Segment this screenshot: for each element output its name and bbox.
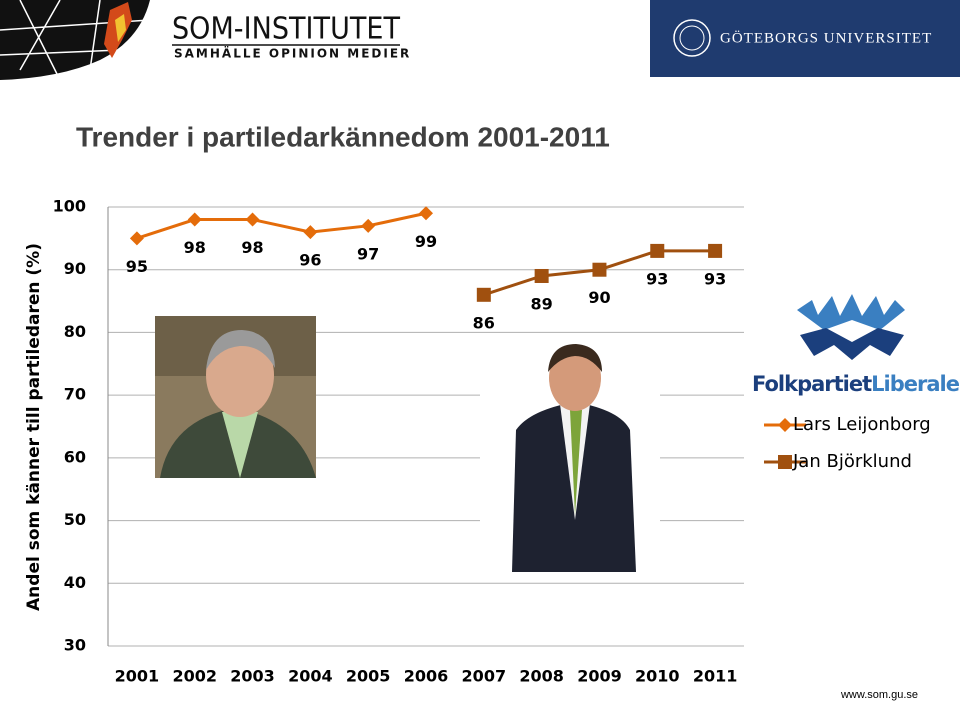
university-name: GÖTEBORGS UNIVERSITET xyxy=(720,29,932,46)
chart-title: Trender i partiledarkännedom 2001-2011 xyxy=(76,121,610,152)
data-label: 99 xyxy=(415,232,437,251)
x-tick-label: 2003 xyxy=(230,667,275,686)
marker xyxy=(708,243,723,258)
y-tick-label: 60 xyxy=(64,447,86,466)
som-subtitle: SAMHÄLLE OPINION MEDIER xyxy=(174,46,411,61)
data-label: 96 xyxy=(299,251,321,270)
data-label: 93 xyxy=(704,269,726,288)
party-name-2: Liberalerna xyxy=(871,372,960,396)
marker xyxy=(303,225,318,240)
data-label: 97 xyxy=(357,244,379,263)
marker xyxy=(419,206,433,221)
photo-bjorklund xyxy=(480,340,660,572)
y-tick-label: 70 xyxy=(64,385,86,404)
marker xyxy=(476,287,491,302)
university-seal xyxy=(673,19,711,57)
legend: Lars Leijonborg Jan Björklund xyxy=(764,414,931,472)
data-label: 95 xyxy=(126,257,148,276)
data-label: 98 xyxy=(241,238,263,257)
data-label: 89 xyxy=(531,294,553,313)
svg-text:FolkpartietLiberalerna: FolkpartietLiberalerna xyxy=(752,372,960,396)
data-label: 86 xyxy=(473,313,495,332)
party-logo: FolkpartietLiberalerna xyxy=(752,294,960,396)
y-tick-label: 90 xyxy=(64,259,86,278)
series-line xyxy=(136,211,427,240)
x-tick-label: 2010 xyxy=(635,667,680,686)
y-tick-label: 80 xyxy=(64,322,86,341)
photo-leijonborg xyxy=(155,316,316,478)
footer-url: www.som.gu.se xyxy=(840,689,918,701)
x-tick-label: 2008 xyxy=(519,667,564,686)
university-banner xyxy=(650,0,960,77)
x-tick-label: 2001 xyxy=(115,667,160,686)
plot: 95 98 98 96 97 99 86 89 90 93 93 xyxy=(126,206,726,332)
marker xyxy=(592,262,607,277)
data-label: 93 xyxy=(646,269,668,288)
data-label: 98 xyxy=(184,238,206,257)
y-tick-label: 30 xyxy=(64,636,86,655)
x-tick-label: 2005 xyxy=(346,667,391,686)
marker xyxy=(129,231,144,246)
x-tick-label: 2011 xyxy=(693,667,738,686)
x-tick-label: 2006 xyxy=(404,667,449,686)
som-logo: SOM-INSTITUTET SAMHÄLLE OPINION MEDIER xyxy=(0,0,411,81)
y-tick-label: 100 xyxy=(53,197,86,216)
x-tick-label: 2004 xyxy=(288,667,333,686)
party-name-1: Folkpartiet xyxy=(752,372,872,396)
legend-label: Lars Leijonborg xyxy=(793,414,931,435)
som-title: SOM-INSTITUTET xyxy=(172,12,401,47)
data-label: 90 xyxy=(588,288,610,307)
marker xyxy=(650,243,665,258)
marker xyxy=(778,455,792,469)
marker xyxy=(534,268,549,283)
x-tick-label: 2002 xyxy=(172,667,217,686)
x-tick-label: 2009 xyxy=(577,667,622,686)
x-tick-label: 2007 xyxy=(462,667,507,686)
marker xyxy=(245,212,260,227)
marker xyxy=(778,418,792,432)
marker xyxy=(361,218,376,233)
marker xyxy=(187,212,202,227)
y-axis-label: Andel som känner till partiledaren (%) xyxy=(24,243,44,611)
legend-label: Jan Björklund xyxy=(792,451,912,472)
y-tick-label: 50 xyxy=(64,510,86,529)
y-tick-label: 40 xyxy=(64,573,86,592)
